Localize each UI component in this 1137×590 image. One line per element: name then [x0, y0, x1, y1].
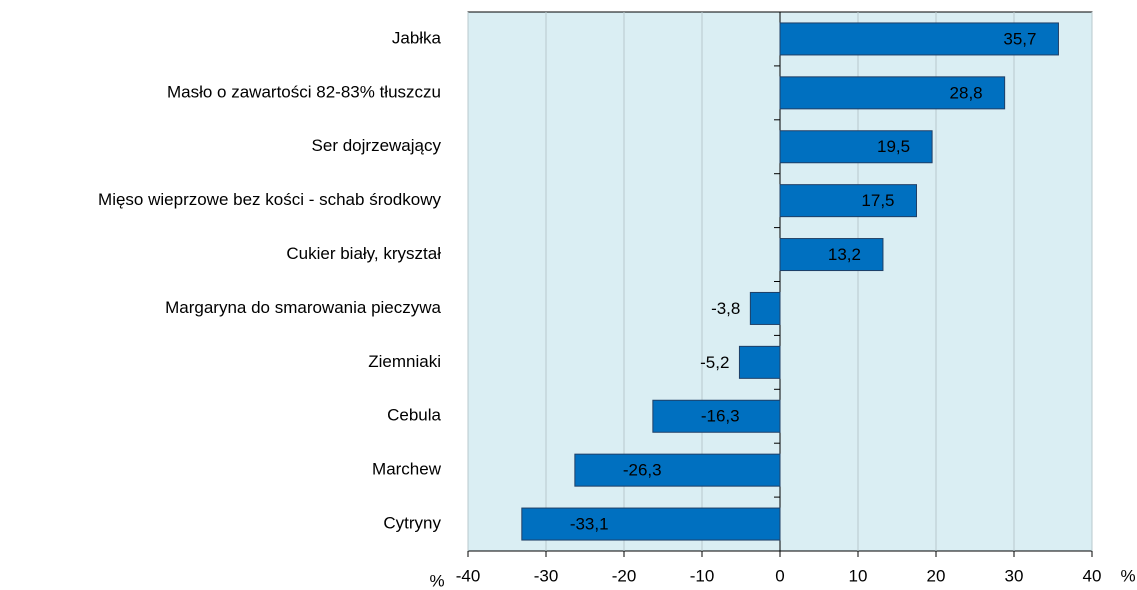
bar: [779, 22, 1059, 56]
y-tick-label: Jabłka: [392, 28, 442, 47]
value-label: -33,1: [570, 515, 609, 534]
x-tick-label: -30: [534, 566, 559, 585]
y-tick-label: Ziemniaki: [368, 352, 441, 371]
y-tick-label: Mięso wieprzowe bez kości - schab środko…: [98, 190, 441, 209]
value-label: -5,2: [700, 353, 729, 372]
x-tick-label: 40: [1083, 566, 1102, 585]
bar: [652, 399, 781, 433]
y-tick-label: Marchew: [372, 460, 442, 479]
x-tick-label: 20: [927, 566, 946, 585]
x-tick-label: -20: [612, 566, 637, 585]
value-label: -26,3: [623, 461, 662, 480]
value-label: 13,2: [828, 245, 861, 264]
x-tick-label: -10: [690, 566, 715, 585]
axis-unit-left: %: [429, 571, 444, 590]
y-tick-label: Cebula: [387, 406, 441, 425]
bar: [749, 291, 781, 325]
x-tick-label: 10: [849, 566, 868, 585]
bar: [574, 453, 781, 487]
y-tick-label: Masło o zawartości 82-83% tłuszczu: [167, 82, 441, 101]
value-label: -3,8: [711, 299, 740, 318]
bar: [779, 238, 884, 272]
value-label: 35,7: [1003, 29, 1036, 48]
bar: [779, 184, 917, 218]
bar: [779, 76, 1006, 110]
y-tick-label: Cukier biały, kryształ: [286, 244, 441, 263]
bar: [779, 130, 933, 164]
value-label: 28,8: [950, 83, 983, 102]
value-label: -16,3: [701, 407, 740, 426]
y-tick-label: Cytryny: [383, 514, 441, 533]
bar: [521, 507, 781, 541]
axis-unit-right: %: [1120, 566, 1135, 585]
bar: [738, 345, 781, 379]
y-tick-label: Ser dojrzewający: [312, 136, 442, 155]
x-tick-label: -40: [456, 566, 481, 585]
value-label: 17,5: [861, 191, 894, 210]
y-tick-label: Margaryna do smarowania pieczywa: [165, 298, 441, 317]
x-tick-label: 30: [1005, 566, 1024, 585]
x-tick-label: 0: [775, 566, 784, 585]
value-label: 19,5: [877, 137, 910, 156]
